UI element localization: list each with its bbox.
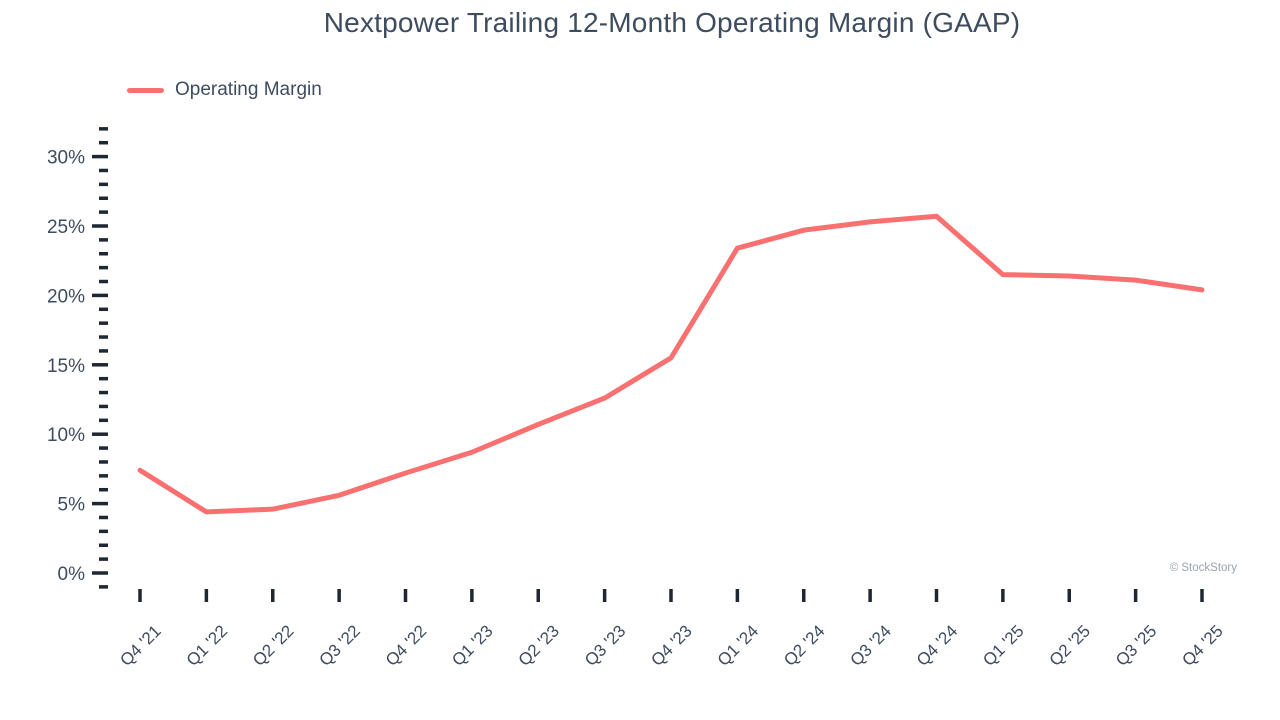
x-axis-tick-label: Q4 '25 (1178, 621, 1226, 669)
x-axis-tick-label: Q1 '25 (979, 621, 1027, 669)
x-axis-tick-label: Q4 '23 (647, 621, 695, 669)
legend-line-swatch (127, 87, 164, 93)
chart-title: Nextpower Trailing 12-Month Operating Ma… (323, 7, 1021, 38)
y-axis-tick-label: 15% (47, 356, 85, 377)
x-axis-tick-label: Q3 '25 (1112, 621, 1160, 669)
x-axis-tick-label: Q4 '24 (913, 621, 961, 669)
y-axis-tick-label: 5% (58, 495, 86, 516)
x-axis-tick-label: Q2 '25 (1046, 621, 1094, 669)
y-axis-tick-label: 10% (47, 425, 85, 446)
legend[interactable]: Operating Margin (127, 78, 322, 102)
x-axis-tick-label: Q3 '22 (315, 621, 363, 669)
y-axis-tick-label: 25% (47, 217, 85, 238)
series-line-operating-margin (137, 213, 1205, 515)
y-axis-tick-label: 0% (58, 564, 86, 585)
y-axis-tick-label: 20% (47, 286, 85, 307)
x-axis-tick-label: Q4 '21 (116, 621, 164, 669)
x-axis-tick-label: Q1 '24 (714, 621, 762, 669)
x-axis-tick-label: Q2 '24 (780, 621, 828, 669)
x-axis-tick-label: Q4 '22 (382, 621, 430, 669)
y-axis-tick-label: 30% (47, 148, 85, 169)
x-axis-tick-label: Q2 '23 (515, 621, 563, 669)
x-axis-tick-label: Q3 '24 (846, 621, 894, 669)
x-axis-tick-label: Q3 '23 (581, 621, 629, 669)
x-axis-tick-label: Q1 '23 (448, 621, 496, 669)
x-axis-tick-label: Q1 '22 (183, 621, 231, 669)
x-axis-tick-label: Q2 '22 (249, 621, 297, 669)
legend-label: Operating Margin (175, 79, 322, 100)
watermark: © StockStory (1169, 562, 1237, 574)
